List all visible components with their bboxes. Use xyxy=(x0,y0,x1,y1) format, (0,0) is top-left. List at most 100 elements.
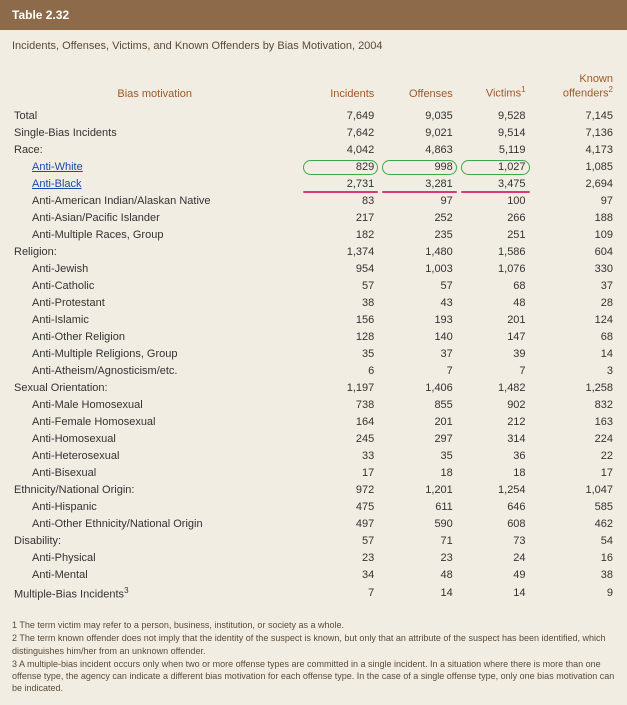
cell-value: 16 xyxy=(532,550,619,567)
row-label: Anti-Other Religion xyxy=(8,329,301,346)
cell-value: 462 xyxy=(532,516,619,533)
cell-value: 217 xyxy=(301,210,380,227)
row-label: Anti-Physical xyxy=(8,550,301,567)
table-row: Sexual Orientation:1,1971,4061,4821,258 xyxy=(8,380,619,397)
cell-value: 164 xyxy=(301,414,380,431)
cell-value: 7,649 xyxy=(301,108,380,125)
cell-value: 738 xyxy=(301,397,380,414)
table-row: Anti-Homosexual245297314224 xyxy=(8,431,619,448)
cell-value: 23 xyxy=(301,550,380,567)
row-label: Anti-Homosexual xyxy=(8,431,301,448)
table-row: Anti-Heterosexual33353622 xyxy=(8,448,619,465)
cell-value: 266 xyxy=(459,210,532,227)
cell-value: 156 xyxy=(301,312,380,329)
cell-value: 7 xyxy=(380,363,459,380)
cell-value: 1,482 xyxy=(459,380,532,397)
cell-value: 3 xyxy=(532,363,619,380)
cell-value: 14 xyxy=(459,584,532,604)
table-row: Total7,6499,0359,5287,145 xyxy=(8,108,619,125)
row-label: Multiple-Bias Incidents3 xyxy=(8,584,301,604)
cell-value: 68 xyxy=(459,278,532,295)
cell-value: 147 xyxy=(459,329,532,346)
cell-value: 4,863 xyxy=(380,142,459,159)
cell-value: 4,042 xyxy=(301,142,380,159)
cell-value: 201 xyxy=(459,312,532,329)
col-offenses: Offenses xyxy=(380,70,459,108)
row-label: Religion: xyxy=(8,244,301,261)
table-row: Anti-Other Ethnicity/National Origin4975… xyxy=(8,516,619,533)
row-label[interactable]: Anti-Black xyxy=(8,176,301,193)
cell-value: 18 xyxy=(459,465,532,482)
cell-value: 224 xyxy=(532,431,619,448)
row-label: Race: xyxy=(8,142,301,159)
cell-value: 212 xyxy=(459,414,532,431)
table-row: Anti-Mental34484938 xyxy=(8,567,619,584)
cell-value: 48 xyxy=(459,295,532,312)
cell-value: 5,119 xyxy=(459,142,532,159)
cell-value: 1,406 xyxy=(380,380,459,397)
cell-value: 646 xyxy=(459,499,532,516)
row-label: Anti-Atheism/Agnosticism/etc. xyxy=(8,363,301,380)
row-label: Anti-Heterosexual xyxy=(8,448,301,465)
cell-value: 201 xyxy=(380,414,459,431)
table-wrapper: Bias motivation Incidents Offenses Victi… xyxy=(0,70,627,613)
cell-value: 585 xyxy=(532,499,619,516)
table-row: Anti-Catholic57576837 xyxy=(8,278,619,295)
cell-value: 608 xyxy=(459,516,532,533)
cell-value: 39 xyxy=(459,346,532,363)
table-row: Anti-Male Homosexual738855902832 xyxy=(8,397,619,414)
cell-value: 140 xyxy=(380,329,459,346)
col-victims: Victims1 xyxy=(459,70,532,108)
cell-value: 497 xyxy=(301,516,380,533)
row-label: Anti-Other Ethnicity/National Origin xyxy=(8,516,301,533)
cell-value: 4,173 xyxy=(532,142,619,159)
cell-value: 7,145 xyxy=(532,108,619,125)
table-title-bar: Table 2.32 xyxy=(0,0,627,30)
cell-value: 37 xyxy=(532,278,619,295)
footnote-1: 1 The term victim may refer to a person,… xyxy=(12,619,615,631)
cell-value: 7 xyxy=(459,363,532,380)
cell-value: 251 xyxy=(459,227,532,244)
row-label: Anti-Mental xyxy=(8,567,301,584)
cell-value: 35 xyxy=(301,346,380,363)
table-subtitle: Incidents, Offenses, Victims, and Known … xyxy=(0,30,627,70)
row-label: Anti-Bisexual xyxy=(8,465,301,482)
cell-value: 611 xyxy=(380,499,459,516)
row-label: Anti-Multiple Religions, Group xyxy=(8,346,301,363)
row-label[interactable]: Anti-White xyxy=(8,159,301,176)
cell-value: 7,642 xyxy=(301,125,380,142)
cell-value: 832 xyxy=(532,397,619,414)
cell-value: 73 xyxy=(459,533,532,550)
cell-value: 1,374 xyxy=(301,244,380,261)
table-row: Religion:1,3741,4801,586604 xyxy=(8,244,619,261)
row-label: Anti-Male Homosexual xyxy=(8,397,301,414)
table-body: Total7,6499,0359,5287,145Single-Bias Inc… xyxy=(8,108,619,604)
cell-value: 1,197 xyxy=(301,380,380,397)
table-row: Disability:57717354 xyxy=(8,533,619,550)
table-row: Anti-Islamic156193201124 xyxy=(8,312,619,329)
cell-value: 97 xyxy=(532,193,619,210)
cell-value: 100 xyxy=(459,193,532,210)
footnote-2: 2 The term known offender does not imply… xyxy=(12,632,615,656)
cell-value: 9,035 xyxy=(380,108,459,125)
table-title: Table 2.32 xyxy=(12,8,69,22)
col-known-offenders: Knownoffenders2 xyxy=(532,70,619,108)
table-row: Ethnicity/National Origin:9721,2011,2541… xyxy=(8,482,619,499)
cell-value: 855 xyxy=(380,397,459,414)
cell-value: 7 xyxy=(301,584,380,604)
table-row: Anti-Asian/Pacific Islander217252266188 xyxy=(8,210,619,227)
cell-value: 124 xyxy=(532,312,619,329)
table-row: Anti-Black2,7313,2813,4752,694 xyxy=(8,176,619,193)
table-row: Anti-Bisexual17181817 xyxy=(8,465,619,482)
cell-value: 252 xyxy=(380,210,459,227)
cell-value: 43 xyxy=(380,295,459,312)
cell-value: 48 xyxy=(380,567,459,584)
cell-value: 7,136 xyxy=(532,125,619,142)
cell-value: 1,201 xyxy=(380,482,459,499)
cell-value: 36 xyxy=(459,448,532,465)
cell-value: 17 xyxy=(532,465,619,482)
cell-value: 49 xyxy=(459,567,532,584)
cell-value: 57 xyxy=(301,278,380,295)
cell-value: 9,514 xyxy=(459,125,532,142)
cell-value: 38 xyxy=(301,295,380,312)
